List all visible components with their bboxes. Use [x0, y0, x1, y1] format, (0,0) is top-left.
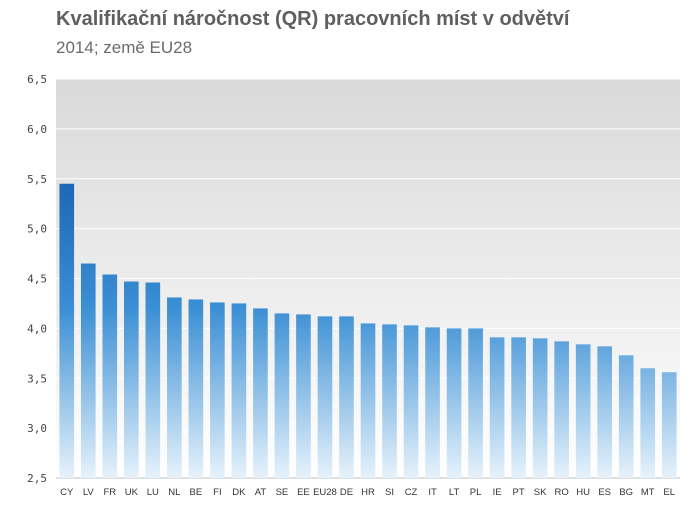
chart-title: Kvalifikační náročnost (QR) pracovních m…: [56, 8, 570, 30]
bar-it: [425, 327, 440, 478]
bar-pl: [468, 328, 483, 478]
x-category-label: HR: [361, 487, 375, 498]
x-category-label: BG: [619, 487, 633, 498]
x-category-label: DE: [340, 487, 353, 498]
y-tick-label: 3,0: [27, 422, 47, 435]
x-category-label: IT: [428, 487, 437, 498]
x-category-label: CZ: [405, 487, 418, 498]
x-category-label: SK: [534, 487, 547, 498]
bar-uk: [123, 281, 139, 478]
y-tick-label: 5,5: [27, 173, 47, 186]
x-category-label: PL: [470, 487, 482, 498]
x-category-label: EE: [297, 487, 310, 498]
bar-at: [253, 308, 268, 478]
x-category-label: ES: [598, 487, 611, 498]
bar-de: [339, 316, 354, 478]
bar-si: [382, 324, 397, 478]
y-tick-label: 4,0: [27, 322, 47, 335]
x-category-label: SI: [385, 487, 394, 498]
x-category-label: DK: [232, 487, 246, 498]
x-category-label: LU: [147, 487, 159, 498]
bars: [59, 183, 677, 479]
x-axis-labels: CY LV FR UK LU NL BE FI DK AT SE EE EU28 DE HR SI CZ IT LT…: [60, 487, 675, 498]
x-category-label: PT: [513, 487, 525, 498]
bar-bg: [618, 355, 634, 478]
bar-dk: [231, 303, 247, 478]
x-category-label: UK: [125, 487, 139, 498]
bar-cz: [403, 325, 419, 478]
bar-lt: [446, 328, 462, 478]
bar-ie: [489, 337, 505, 478]
bar-nl: [167, 297, 182, 478]
bar-el: [661, 372, 677, 478]
x-category-label: FR: [103, 487, 116, 498]
x-category-label: IE: [493, 487, 502, 498]
y-tick-label: 5,0: [27, 223, 47, 236]
x-category-label: CY: [60, 487, 74, 498]
x-category-label: SE: [276, 487, 289, 498]
bar-sk: [532, 338, 548, 478]
y-axis-ticks: 2,5 3,0 3,5 4,0 4,5 5,0 5,5 6,0 6,5: [27, 73, 47, 485]
x-category-label: RO: [555, 487, 569, 498]
bar-se: [274, 313, 290, 478]
x-category-label: LV: [83, 487, 95, 498]
x-category-label: EL: [663, 487, 675, 498]
bar-ee: [296, 314, 311, 478]
x-category-label: EU28: [313, 487, 337, 498]
bar-ro: [554, 341, 569, 478]
bar-cy: [59, 183, 75, 479]
y-tick-label: 6,0: [27, 123, 47, 136]
x-category-label: AT: [255, 487, 267, 498]
x-category-label: BE: [190, 487, 203, 498]
y-tick-label: 4,5: [27, 273, 47, 286]
x-category-label: LT: [449, 487, 460, 498]
chart-subtitle: 2014; země EU28: [56, 38, 193, 57]
y-tick-label: 6,5: [27, 73, 47, 86]
x-category-label: NL: [168, 487, 180, 498]
bar-fr: [102, 274, 118, 478]
bar-eu28: [317, 316, 333, 478]
bar-mt: [640, 368, 656, 478]
bar-lv: [80, 263, 96, 478]
bar-hr: [360, 323, 376, 478]
bar-fi: [210, 302, 225, 478]
bar-pt: [511, 337, 526, 478]
x-category-label: FI: [213, 487, 221, 498]
bar-hu: [575, 344, 591, 478]
bar-es: [597, 346, 613, 478]
bar-be: [188, 299, 204, 478]
x-category-label: HU: [576, 487, 590, 498]
y-tick-label: 3,5: [27, 372, 47, 385]
y-tick-label: 2,5: [27, 472, 47, 485]
bar-lu: [145, 282, 161, 478]
x-category-label: MT: [641, 487, 655, 498]
